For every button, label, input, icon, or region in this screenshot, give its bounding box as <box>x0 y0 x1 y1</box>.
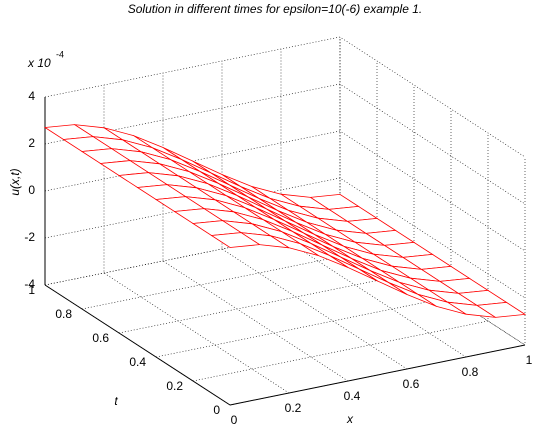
x-tick-label: 0.2 <box>285 401 302 415</box>
t-tick-label: 0.8 <box>55 307 72 321</box>
t-tick-label: 1 <box>28 283 35 297</box>
z-tick-label: 4 <box>28 89 35 103</box>
x-tick-label: 0 <box>231 413 238 427</box>
grid-line <box>44 37 341 286</box>
t-tick-label: 0 <box>213 403 220 417</box>
grid-line <box>280 49 467 358</box>
z-tick-label: -4 <box>24 277 35 291</box>
z-axis-label: u(x,t) <box>8 168 22 195</box>
grid-line <box>81 61 378 310</box>
z-tick-label: 2 <box>28 136 35 150</box>
x-tick-label: 0.4 <box>344 389 361 403</box>
x-tick-label: 0.6 <box>403 377 420 391</box>
grid-line <box>162 73 349 382</box>
grid-line <box>118 85 415 334</box>
z-multiplier: x 10 <box>27 56 51 70</box>
t-tick-label: 0.6 <box>92 331 109 345</box>
z-tick-label: -2 <box>24 230 35 244</box>
grid-line <box>155 109 452 358</box>
chart-title: Solution in different times for epsilon=… <box>128 2 423 16</box>
grid-line <box>221 61 408 370</box>
grid-line <box>192 133 489 382</box>
t-axis-label: t <box>114 394 118 408</box>
x-axis <box>229 344 526 406</box>
surface-cell <box>210 232 261 248</box>
grid-line <box>229 157 526 406</box>
t-tick-label: 0.2 <box>166 379 183 393</box>
z-exponent: -4 <box>56 49 64 59</box>
t-tick-label: 0.4 <box>129 355 146 369</box>
x-tick-label: 1 <box>526 353 533 367</box>
t-axis <box>44 284 231 406</box>
x-axis-label: x <box>346 412 354 426</box>
x-tick-label: 0.8 <box>462 365 479 379</box>
z-tick-label: 0 <box>28 183 35 197</box>
